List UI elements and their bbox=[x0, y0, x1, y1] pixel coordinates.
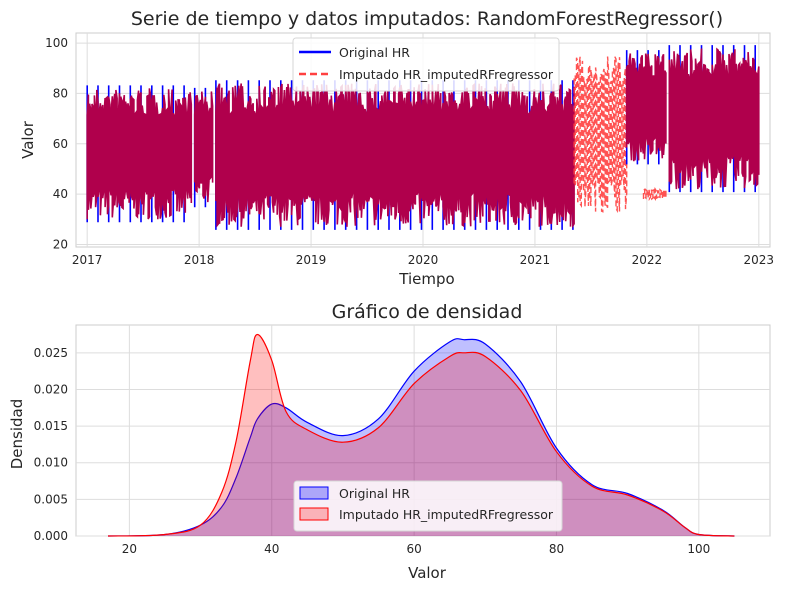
overlap-series-segment bbox=[625, 53, 667, 162]
density-y-tick-label: 0.010 bbox=[34, 456, 68, 470]
timeseries-y-tick-label: 80 bbox=[53, 86, 68, 100]
timeseries-legend: Original HR Imputado HR_imputedRFregress… bbox=[292, 37, 560, 92]
density-curve-original-fill bbox=[108, 338, 735, 536]
overlap-series-segment bbox=[215, 82, 575, 229]
timeseries-y-tick-label: 20 bbox=[53, 237, 68, 251]
density-y-tick-label: 0.020 bbox=[34, 382, 68, 396]
legend-label-imputed: Imputado HR_imputedRFregressor bbox=[339, 67, 554, 82]
density-plot: 20 40 60 80 100 0.0000.0050.0100.0150.0200.0… bbox=[8, 301, 771, 582]
timeseries-plot: 2017 2018 2019 2020 2021 2022 2023 20 40 60 80 100… bbox=[19, 8, 774, 288]
density-y-tick-label: 0.015 bbox=[34, 419, 68, 433]
overlap-series-segment bbox=[193, 91, 214, 203]
timeseries-title: Serie de tiempo y datos imputados: Rando… bbox=[131, 8, 723, 30]
density-legend: Original HR Imputado HR_imputedRFregress… bbox=[293, 480, 563, 532]
overlap-series-segment bbox=[668, 47, 760, 190]
density-series bbox=[107, 333, 735, 537]
legend-swatch-imputed bbox=[299, 507, 329, 521]
density-title: Gráfico de densidad bbox=[332, 301, 523, 323]
timeseries-y-ticks: 20 40 60 80 100 bbox=[45, 36, 68, 251]
timeseries-x-tick-label: 2018 bbox=[184, 253, 215, 267]
overlap-series-segment bbox=[86, 88, 193, 220]
density-x-tick-label: 60 bbox=[406, 542, 421, 556]
timeseries-x-tick-label: 2023 bbox=[744, 253, 775, 267]
timeseries-y-tick-label: 60 bbox=[53, 137, 68, 151]
density-y-tick-label: 0.025 bbox=[34, 346, 68, 360]
legend-label-imputed-density: Imputado HR_imputedRFregressor bbox=[339, 507, 554, 522]
density-legend-box bbox=[293, 480, 563, 532]
density-y-label: Densidad bbox=[8, 399, 26, 470]
density-curve-imputed bbox=[107, 333, 735, 537]
imputed-series-segment bbox=[642, 186, 667, 202]
density-curve-original bbox=[107, 338, 735, 537]
legend-swatch-original bbox=[299, 486, 329, 500]
density-y-tick-label: 0.005 bbox=[34, 492, 68, 506]
density-x-tick-label: 20 bbox=[122, 542, 137, 556]
density-x-tick-label: 40 bbox=[264, 542, 279, 556]
density-x-tick-label: 100 bbox=[687, 542, 710, 556]
timeseries-x-ticks: 2017 2018 2019 2020 2021 2022 2023 bbox=[72, 253, 774, 267]
density-x-label: Valor bbox=[408, 564, 447, 582]
timeseries-x-tick-label: 2020 bbox=[408, 253, 439, 267]
timeseries-x-tick-label: 2022 bbox=[632, 253, 663, 267]
timeseries-y-label: Valor bbox=[19, 120, 37, 159]
density-x-tick-label: 80 bbox=[549, 542, 564, 556]
density-x-ticks: 20 40 60 80 100 bbox=[122, 542, 711, 556]
density-y-ticks: 0.000 0.005 0.010 0.015 0.020 0.025 bbox=[34, 346, 68, 543]
density-curve-imputed-fill bbox=[108, 334, 735, 536]
legend-label-original: Original HR bbox=[339, 45, 410, 60]
timeseries-y-tick-label: 100 bbox=[45, 36, 68, 50]
density-y-tick-label: 0.000 bbox=[34, 529, 68, 543]
imputed-series-segment bbox=[573, 56, 628, 214]
timeseries-x-label: Tiempo bbox=[398, 270, 454, 288]
timeseries-y-tick-label: 40 bbox=[53, 187, 68, 201]
timeseries-x-tick-label: 2019 bbox=[296, 253, 327, 267]
legend-label-original-density: Original HR bbox=[339, 486, 410, 501]
timeseries-x-tick-label: 2021 bbox=[520, 253, 551, 267]
timeseries-legend-box bbox=[292, 37, 560, 92]
timeseries-series bbox=[86, 45, 760, 230]
timeseries-x-tick-label: 2017 bbox=[72, 253, 103, 267]
